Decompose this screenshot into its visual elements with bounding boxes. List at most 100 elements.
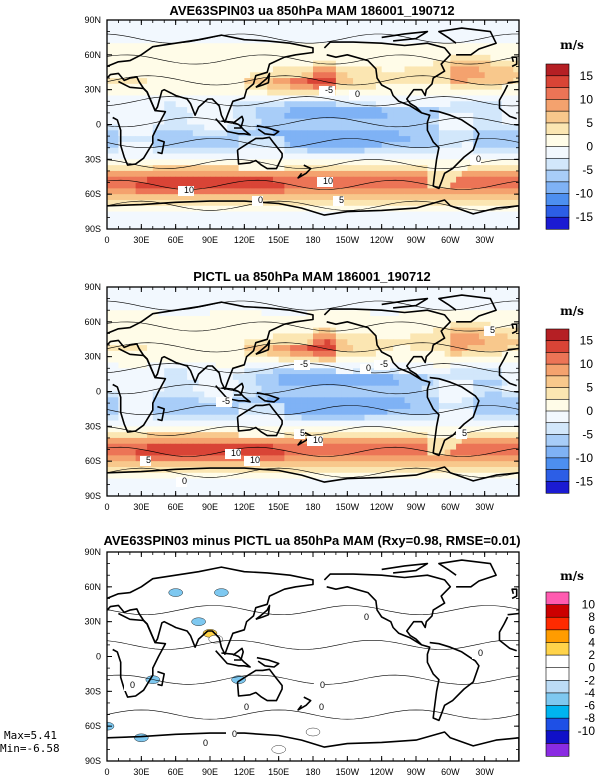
field-cell bbox=[164, 66, 171, 73]
field-cell bbox=[181, 165, 188, 172]
field-cell bbox=[129, 345, 137, 352]
field-cell bbox=[364, 333, 371, 340]
field-cell bbox=[112, 345, 119, 352]
field-cell bbox=[272, 345, 280, 352]
field-cell bbox=[278, 211, 285, 218]
field-cell bbox=[484, 379, 491, 387]
field-cell bbox=[393, 43, 400, 50]
field-cell bbox=[112, 426, 119, 433]
field-cell bbox=[112, 304, 119, 311]
field-cell bbox=[135, 49, 142, 56]
field-cell bbox=[478, 432, 486, 439]
field-cell bbox=[107, 449, 114, 456]
field-cell bbox=[427, 437, 434, 445]
field-cell bbox=[204, 199, 211, 207]
field-cell bbox=[215, 49, 222, 56]
field-cell bbox=[398, 188, 405, 195]
field-cell bbox=[478, 182, 486, 189]
field-cell bbox=[313, 443, 320, 450]
field-cell bbox=[215, 89, 222, 96]
field-cell bbox=[129, 31, 137, 38]
field-cell bbox=[444, 95, 451, 102]
field-cell bbox=[341, 316, 348, 323]
field-cell bbox=[381, 199, 388, 207]
field-cell bbox=[450, 159, 457, 166]
field-cell bbox=[238, 356, 245, 363]
field-cell bbox=[250, 54, 257, 62]
field-cell bbox=[410, 141, 417, 149]
field-cell bbox=[375, 194, 383, 201]
field-cell bbox=[404, 408, 411, 416]
field-cell bbox=[490, 345, 497, 352]
field-cell bbox=[324, 107, 331, 114]
field-cell bbox=[295, 368, 302, 375]
field-cell bbox=[318, 316, 325, 323]
field-cell bbox=[467, 194, 474, 201]
field-cell bbox=[187, 49, 194, 56]
field-cell bbox=[473, 217, 480, 224]
field-cell bbox=[147, 443, 154, 450]
field-cell bbox=[478, 345, 486, 352]
field-cell bbox=[187, 130, 194, 137]
field-cell bbox=[204, 368, 211, 375]
field-cell bbox=[307, 374, 314, 381]
field-cell bbox=[341, 310, 348, 317]
field-cell bbox=[381, 403, 388, 410]
field-cell bbox=[513, 397, 519, 404]
field-cell bbox=[147, 72, 154, 79]
field-cell bbox=[433, 130, 440, 137]
field-cell bbox=[381, 339, 388, 346]
field-cell bbox=[244, 321, 251, 329]
field-cell bbox=[238, 437, 245, 445]
field-cell bbox=[215, 426, 222, 433]
field-cell bbox=[250, 153, 257, 160]
field-cell bbox=[301, 159, 308, 166]
field-cell bbox=[364, 321, 371, 329]
field-cell bbox=[124, 43, 131, 50]
field-cell bbox=[187, 292, 194, 300]
field-cell bbox=[324, 153, 331, 160]
field-cell bbox=[513, 426, 519, 433]
field-cell bbox=[484, 20, 491, 27]
field-cell bbox=[473, 292, 480, 300]
field-cell bbox=[181, 310, 188, 317]
field-cell bbox=[324, 78, 331, 85]
field-cell bbox=[347, 107, 354, 114]
field-cell bbox=[158, 20, 165, 27]
field-cell bbox=[221, 43, 228, 50]
field-cell bbox=[192, 78, 199, 85]
field-cell bbox=[198, 118, 205, 125]
field-cell bbox=[107, 60, 114, 67]
field-cell bbox=[478, 449, 486, 456]
field-cell bbox=[496, 217, 503, 224]
field-cell bbox=[347, 426, 354, 433]
field-cell bbox=[473, 397, 480, 404]
field-cell bbox=[416, 379, 423, 387]
field-cell bbox=[450, 54, 457, 62]
field-cell bbox=[164, 60, 171, 67]
field-cell bbox=[444, 368, 451, 375]
field-cell bbox=[467, 333, 474, 340]
field-cell bbox=[398, 391, 405, 398]
field-cell bbox=[404, 310, 411, 317]
field-cell bbox=[232, 217, 240, 224]
field-cell bbox=[375, 310, 383, 317]
field-cell bbox=[461, 124, 468, 131]
field-cell bbox=[124, 327, 131, 334]
field-cell bbox=[112, 443, 119, 450]
field-cell bbox=[335, 83, 343, 91]
field-cell bbox=[404, 78, 411, 85]
field-cell bbox=[152, 170, 159, 178]
field-cell bbox=[204, 130, 211, 137]
field-cell bbox=[204, 112, 211, 120]
field-cell bbox=[129, 130, 137, 137]
field-cell bbox=[318, 43, 325, 50]
field-cell bbox=[387, 95, 394, 102]
field-cell bbox=[507, 443, 514, 450]
field-cell bbox=[318, 205, 325, 212]
field-cell bbox=[175, 223, 182, 229]
field-cell bbox=[307, 327, 314, 334]
field-cell bbox=[427, 397, 434, 404]
field-cell bbox=[112, 321, 119, 329]
field-cell bbox=[198, 437, 205, 445]
